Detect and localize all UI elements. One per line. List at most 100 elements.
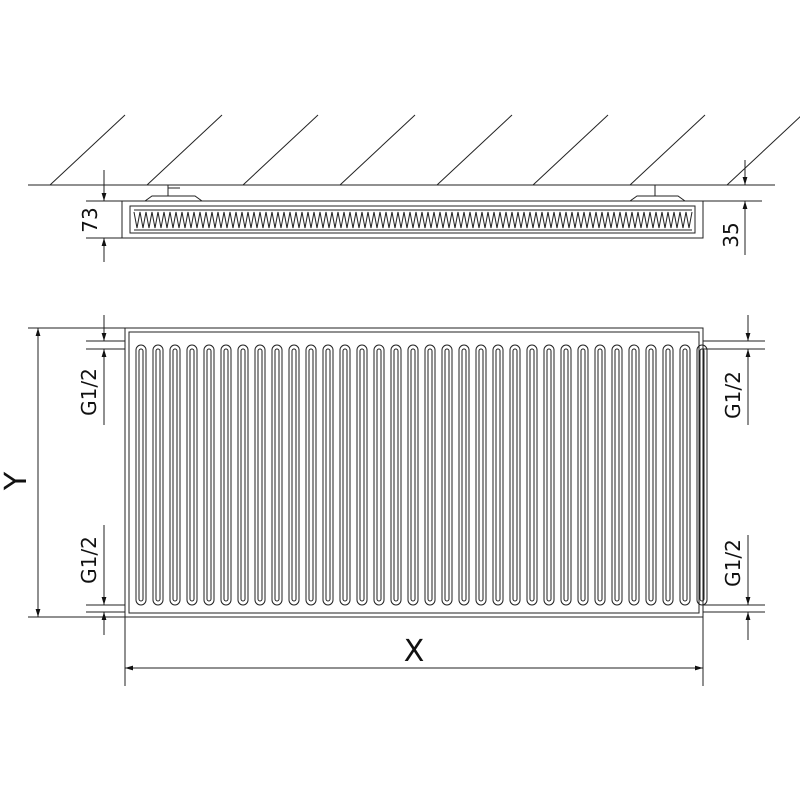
wall-hatch-line xyxy=(242,114,319,186)
panel-fin xyxy=(152,344,164,606)
panel-fin xyxy=(492,344,504,606)
connection-dimension-right-top: G1/2 xyxy=(721,315,751,425)
wall-bracket-right xyxy=(629,185,686,202)
connection-label-left-top: G1/2 xyxy=(77,368,101,416)
panel-fin-inner xyxy=(325,348,331,602)
dimension-73: 73 xyxy=(78,170,122,262)
panel-fin xyxy=(424,344,436,606)
panel-fin xyxy=(526,344,538,606)
convector-zigzag xyxy=(133,211,693,229)
panel-fin-inner xyxy=(631,348,637,602)
panel-fin-inner xyxy=(461,348,467,602)
panel-fin xyxy=(577,344,589,606)
panel-fin-inner xyxy=(155,348,161,602)
panel-fin-inner xyxy=(427,348,433,602)
panel-fin xyxy=(611,344,623,606)
dimension-y: Y xyxy=(0,327,125,618)
panel-fin xyxy=(509,344,521,606)
panel-fin-inner xyxy=(597,348,603,602)
panel-fin-inner xyxy=(376,348,382,602)
panel-fin-inner xyxy=(546,348,552,602)
wall-hatch-line xyxy=(532,114,609,186)
dimension-y-label: Y xyxy=(0,471,34,491)
wall-hatch-line xyxy=(146,114,223,186)
panel-fin-inner xyxy=(580,348,586,602)
panel-fin xyxy=(679,344,691,606)
panel-fin-inner xyxy=(665,348,671,602)
connection-dimension-left-bottom: G1/2 xyxy=(77,525,107,635)
panel-fin xyxy=(373,344,385,606)
connection-label-left-bottom: G1/2 xyxy=(77,536,101,584)
panel-fin xyxy=(390,344,402,606)
panel-fin-inner xyxy=(138,348,144,602)
panel-fin xyxy=(271,344,283,606)
panel-fin-inner xyxy=(478,348,484,602)
radiator-front-view xyxy=(86,327,765,618)
panel-fin xyxy=(441,344,453,606)
dimension-35-label: 35 xyxy=(719,222,743,247)
panel-fin-inner xyxy=(563,348,569,602)
radiator-front-inner xyxy=(128,331,700,614)
panel-fin-inner xyxy=(512,348,518,602)
panel-fin-inner xyxy=(648,348,654,602)
panel-fin-inner xyxy=(172,348,178,602)
panel-fin-inner xyxy=(495,348,501,602)
panel-fin xyxy=(220,344,232,606)
panel-fin-inner xyxy=(257,348,263,602)
radiator-side-view xyxy=(121,185,704,239)
panel-fin-inner xyxy=(342,348,348,602)
panel-fin xyxy=(560,344,572,606)
panel-fin-inner xyxy=(699,348,705,602)
radiator-side-outline xyxy=(121,200,704,239)
panel-fin xyxy=(543,344,555,606)
panel-fin xyxy=(305,344,317,606)
dimension-35: 35 xyxy=(703,160,762,255)
panel-fin-inner xyxy=(614,348,620,602)
connection-label-right-bottom: G1/2 xyxy=(721,539,745,587)
convector-fins xyxy=(133,209,693,231)
panel-fin xyxy=(339,344,351,606)
panel-fin xyxy=(475,344,487,606)
wall-hatch-line xyxy=(629,114,706,186)
wall-hatch-line xyxy=(436,114,513,186)
panel-fin xyxy=(696,344,708,606)
panel-fin xyxy=(237,344,249,606)
panel-fin-inner xyxy=(393,348,399,602)
panel-fin-inner xyxy=(189,348,195,602)
wall-bracket-left xyxy=(144,185,203,202)
panel-fin-inner xyxy=(291,348,297,602)
dimension-x-label: X xyxy=(404,634,425,669)
panel-fin xyxy=(662,344,674,606)
dimension-x: X xyxy=(124,617,704,686)
panel-fin xyxy=(628,344,640,606)
wall-hatch-line xyxy=(339,114,416,186)
wall-hatch-line xyxy=(726,116,800,186)
panel-fin-inner xyxy=(223,348,229,602)
connection-label-right-top: G1/2 xyxy=(721,371,745,419)
panel-fin xyxy=(254,344,266,606)
connection-dimension-left-top: G1/2 xyxy=(77,315,107,425)
panel-fin-inner xyxy=(410,348,416,602)
panel-fin-inner xyxy=(444,348,450,602)
panel-fin xyxy=(322,344,334,606)
panel-fin xyxy=(458,344,470,606)
panel-fin xyxy=(203,344,215,606)
panel-fin-inner xyxy=(359,348,365,602)
panel-fin xyxy=(288,344,300,606)
panel-fin-inner xyxy=(529,348,535,602)
connection-dimension-right-bottom: G1/2 xyxy=(721,535,751,640)
panel-fin xyxy=(645,344,657,606)
panel-fin xyxy=(356,344,368,606)
panel-fin-inner xyxy=(682,348,688,602)
panel-fin-inner xyxy=(308,348,314,602)
dimension-73-label: 73 xyxy=(78,207,102,232)
panel-fin-inner xyxy=(240,348,246,602)
panel-fin xyxy=(407,344,419,606)
wall-section xyxy=(28,114,800,186)
radiator-side-inner xyxy=(129,205,696,234)
wall-hatch-line xyxy=(49,114,126,186)
radiator-front-outline xyxy=(124,327,704,618)
panel-fin-inner xyxy=(206,348,212,602)
panel-fin xyxy=(169,344,181,606)
